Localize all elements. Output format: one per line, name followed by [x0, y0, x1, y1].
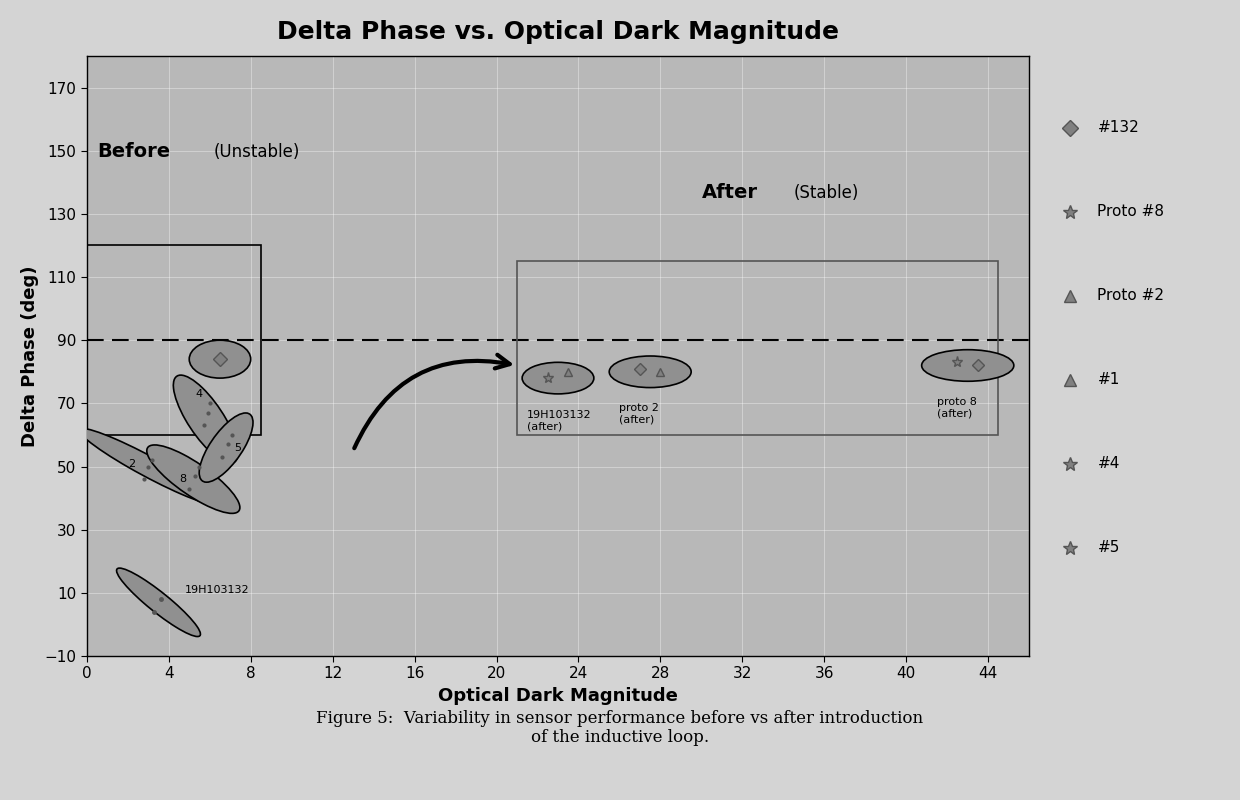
Ellipse shape: [522, 362, 594, 394]
Bar: [87, 246, 260, 435]
Text: proto 8
(after): proto 8 (after): [937, 397, 977, 418]
Text: 19H103132
(after): 19H103132 (after): [527, 410, 591, 431]
Text: After: After: [702, 183, 758, 202]
Bar: [517, 262, 998, 435]
Text: Proto #8: Proto #8: [1097, 205, 1164, 219]
Text: Proto #2: Proto #2: [1097, 289, 1164, 303]
Ellipse shape: [921, 350, 1014, 382]
Ellipse shape: [146, 445, 239, 514]
Ellipse shape: [174, 375, 238, 463]
Text: 5: 5: [234, 442, 242, 453]
Text: 8: 8: [179, 474, 186, 484]
Text: (Unstable): (Unstable): [213, 143, 300, 161]
Text: #5: #5: [1097, 541, 1120, 555]
Ellipse shape: [609, 356, 691, 387]
Text: #132: #132: [1097, 121, 1140, 135]
Text: #4: #4: [1097, 457, 1120, 471]
Text: 19H103132: 19H103132: [185, 585, 249, 595]
Ellipse shape: [79, 428, 217, 505]
Text: #1: #1: [1097, 373, 1120, 387]
FancyArrowPatch shape: [355, 354, 510, 448]
Text: proto 2
(after): proto 2 (after): [620, 403, 660, 425]
Text: (Stable): (Stable): [794, 184, 859, 202]
Ellipse shape: [190, 340, 250, 378]
Text: Before: Before: [97, 142, 170, 161]
Ellipse shape: [117, 568, 201, 637]
Title: Delta Phase vs. Optical Dark Magnitude: Delta Phase vs. Optical Dark Magnitude: [277, 20, 839, 44]
Ellipse shape: [200, 413, 253, 482]
Y-axis label: Delta Phase (deg): Delta Phase (deg): [21, 266, 38, 446]
Text: 2: 2: [128, 458, 135, 469]
Text: 4: 4: [196, 389, 202, 399]
Text: Figure 5:  Variability in sensor performance before vs after introduction
of the: Figure 5: Variability in sensor performa…: [316, 710, 924, 746]
X-axis label: Optical Dark Magnitude: Optical Dark Magnitude: [438, 687, 678, 705]
